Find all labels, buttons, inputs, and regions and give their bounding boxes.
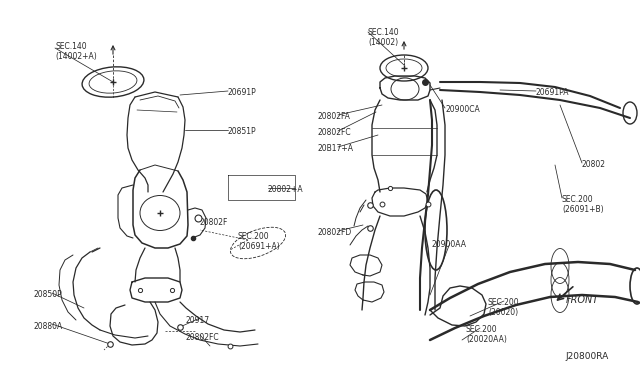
Text: SEC.140
(14002): SEC.140 (14002) [368,28,399,47]
Text: FRONT: FRONT [566,295,599,305]
Text: 20851P: 20851P [228,127,257,136]
Text: 20900AA: 20900AA [432,240,467,249]
Text: J20800RA: J20800RA [565,352,608,361]
Text: 20850P: 20850P [33,290,61,299]
Text: SEC.200
(20020): SEC.200 (20020) [488,298,520,317]
Text: 20802FC: 20802FC [318,128,351,137]
Text: 20691P: 20691P [228,88,257,97]
Text: 20802+A: 20802+A [268,185,303,194]
Text: SEC.200
(20020AA): SEC.200 (20020AA) [466,325,507,344]
Text: 20900CA: 20900CA [445,105,480,114]
Text: 20802FC: 20802FC [185,333,219,342]
Text: 20B17+A: 20B17+A [318,144,354,153]
Text: 20802FD: 20802FD [318,228,352,237]
Text: 20917: 20917 [185,316,209,325]
Text: 20802FA: 20802FA [318,112,351,121]
Text: 20880A: 20880A [33,322,62,331]
Text: SEC.200
(26091+B): SEC.200 (26091+B) [562,195,604,214]
Text: 20802F: 20802F [200,218,228,227]
Text: 20802: 20802 [582,160,606,169]
Text: 20691PA: 20691PA [536,88,570,97]
Text: SEC.200
(20691+A): SEC.200 (20691+A) [238,232,280,251]
Text: SEC.140
(14002+A): SEC.140 (14002+A) [55,42,97,61]
